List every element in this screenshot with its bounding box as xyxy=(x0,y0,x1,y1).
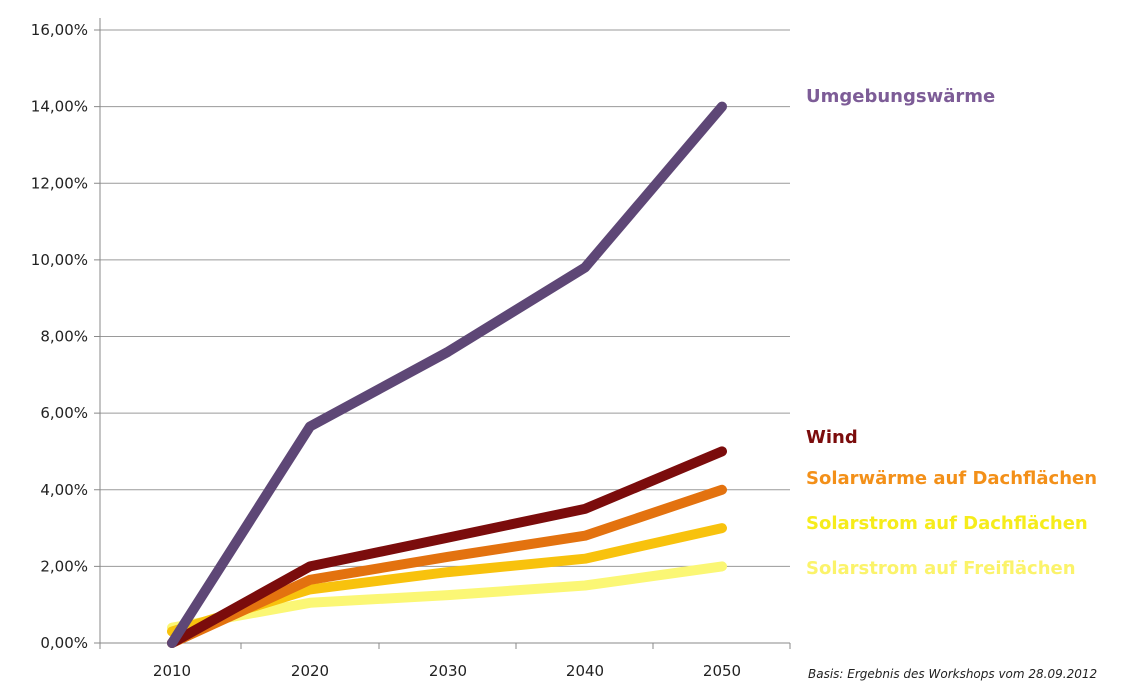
y-tick-label: 6,00% xyxy=(40,404,88,422)
series-line xyxy=(167,561,727,633)
y-tick-label: 12,00% xyxy=(31,174,88,192)
x-tick-label: 2010 xyxy=(153,662,191,680)
x-tick-label: 2050 xyxy=(703,662,741,680)
series-line xyxy=(167,101,727,648)
y-tick-label: 0,00% xyxy=(40,634,88,652)
series-label: Solarwärme auf Dachflächen xyxy=(806,468,1097,489)
y-tick-label: 14,00% xyxy=(31,98,88,116)
x-tick-label: 2020 xyxy=(291,662,329,680)
x-tick-label: 2030 xyxy=(429,662,467,680)
series-line xyxy=(167,446,727,648)
series-line xyxy=(167,484,727,648)
series-label: Solarstrom auf Freiflächen xyxy=(806,558,1076,579)
axes: 0,00% 2,00% 4,00% 6,00% 8,00% 10,00% 12,00% 14,… xyxy=(31,18,791,680)
x-tick-label: 2040 xyxy=(566,662,604,680)
series-labels: Umgebungswärme Wind Solarwärme auf Dachflä… xyxy=(806,86,1097,579)
series-label: Solarstrom auf Dachflächen xyxy=(806,513,1088,534)
series-label: Umgebungswärme xyxy=(806,86,995,107)
series-label: Wind xyxy=(806,427,858,448)
y-tick-label: 2,00% xyxy=(40,557,88,575)
y-tick-label: 8,00% xyxy=(40,328,88,346)
y-tick-label: 16,00% xyxy=(31,21,88,39)
y-tick-label: 4,00% xyxy=(40,481,88,499)
chart-footnote: Basis: Ergebnis des Workshops vom 28.09.… xyxy=(808,667,1097,681)
series-lines xyxy=(167,101,727,648)
y-tick-label: 10,00% xyxy=(31,251,88,269)
